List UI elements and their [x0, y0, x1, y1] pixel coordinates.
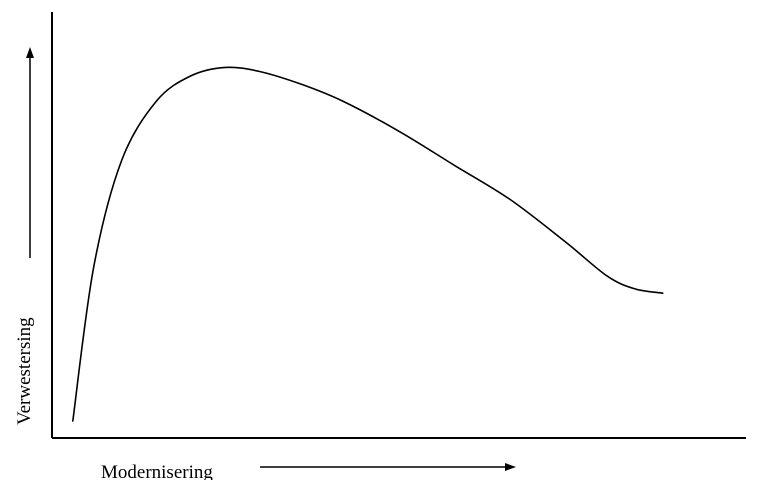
y-direction-arrow-head	[26, 47, 34, 58]
x-axis-label: Modernisering	[101, 462, 213, 480]
series-layer	[72, 66, 664, 422]
series-line-0	[72, 66, 664, 422]
y-axis-label: Verwestersing	[14, 317, 35, 425]
x-direction-arrow-head	[505, 463, 516, 471]
